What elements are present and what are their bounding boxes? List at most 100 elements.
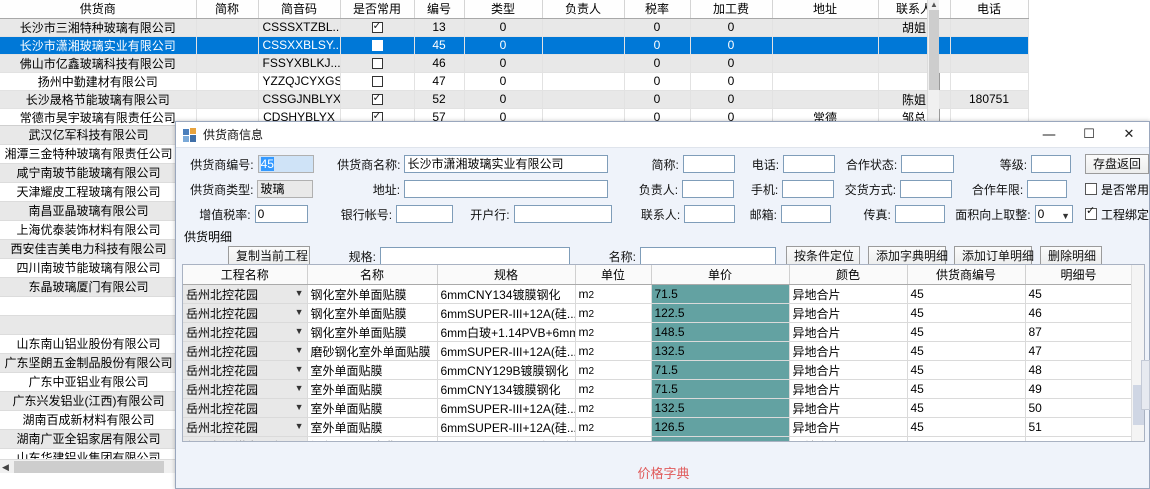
spec-cell[interactable]: 6mm白玻+1.14PVB+6mm... bbox=[437, 322, 576, 342]
supplier-no-cell[interactable]: 45 bbox=[907, 341, 1026, 361]
unit-cell[interactable]: m2 bbox=[575, 417, 652, 437]
chevron-down-icon[interactable]: ▼ bbox=[294, 345, 304, 355]
spec-cell[interactable]: 6mmSUPER-III+12A(硅... bbox=[437, 303, 576, 323]
color-cell[interactable]: 异地合片 bbox=[789, 417, 908, 437]
coop-status-input[interactable] bbox=[901, 155, 954, 173]
phone-input[interactable] bbox=[783, 155, 836, 173]
list-item[interactable]: 四川南玻节能玻璃有限公司 bbox=[0, 259, 177, 278]
sidebar-hscrollbar[interactable]: ◀ bbox=[0, 459, 177, 473]
contact-cell[interactable]: 胡姐 bbox=[878, 18, 951, 37]
fee-cell[interactable]: 0 bbox=[690, 18, 773, 37]
name-cell[interactable]: 钢化室外单面贴膜 bbox=[307, 284, 438, 304]
list-item[interactable]: 广东兴发铝业(江西)有限公司 bbox=[0, 392, 177, 411]
price-cell[interactable]: 122.5 bbox=[651, 303, 790, 323]
name-cell[interactable]: 钢化室外单面贴膜 bbox=[307, 303, 438, 323]
contact-cell[interactable] bbox=[878, 72, 951, 91]
common-cell[interactable] bbox=[340, 72, 415, 91]
dcol-project[interactable]: 工程名称 bbox=[183, 265, 308, 285]
color-cell[interactable]: 异地合片 bbox=[789, 379, 908, 399]
spec-cell[interactable]: 6mmSUPER-III+12A(硅... bbox=[437, 341, 576, 361]
name-cell[interactable]: 磨砂钢化室外单面贴膜 bbox=[307, 341, 438, 361]
addr-cell[interactable] bbox=[772, 36, 879, 55]
table-row[interactable]: 岳州北控花园 ▼ 室外单面贴膜 6mmCNY129B镀膜钢化 m2 71.5 异地合片 45 4… bbox=[183, 360, 1133, 380]
code-cell[interactable]: FSSYXBLKJ... bbox=[258, 54, 341, 73]
delete-detail-button[interactable]: 删除明细 bbox=[1040, 246, 1102, 266]
phone-cell[interactable]: 180751 bbox=[950, 90, 1029, 109]
common-cell[interactable] bbox=[340, 90, 415, 109]
color-cell[interactable]: 异地合片 bbox=[789, 360, 908, 380]
table-row[interactable]: 长沙晟格节能玻璃有限公司CSSGJNBLYXGS52000陈姐180751 bbox=[0, 90, 1029, 109]
color-cell[interactable]: 异地合片 bbox=[789, 436, 908, 441]
supplier-no-cell[interactable]: 45 bbox=[907, 417, 1026, 437]
addr-cell[interactable] bbox=[772, 90, 879, 109]
abbr-cell[interactable] bbox=[196, 72, 259, 91]
no-cell[interactable]: 47 bbox=[414, 72, 465, 91]
chevron-down-icon[interactable]: ▼ bbox=[294, 326, 304, 336]
supplier-cell[interactable]: 常德市昊宇玻璃有限责任公司 bbox=[0, 108, 197, 127]
detail-no-cell[interactable]: 47 bbox=[1025, 341, 1133, 361]
phone-cell[interactable] bbox=[950, 36, 1029, 55]
unit-cell[interactable]: m2 bbox=[575, 322, 652, 342]
dcol-detail-no[interactable]: 明细号 bbox=[1025, 265, 1133, 285]
supply-detail-grid[interactable]: 工程名称 名称 规格 单位 单价 颜色 供货商编号 明细号 岳州北控花园 ▼ 钢化室… bbox=[182, 264, 1145, 442]
list-item[interactable]: 广东坚朗五金制品股份有限公司 bbox=[0, 354, 177, 373]
project-cell[interactable]: 岳州北控花园 ▼ bbox=[183, 322, 308, 342]
no-cell[interactable]: 46 bbox=[414, 54, 465, 73]
project-cell[interactable]: 岳州北控花园 ▼ bbox=[183, 284, 308, 304]
supplier-sidebar-list[interactable]: 武汉亿军科技有限公司 湘潭三金特种玻璃有限责任公司 咸宁南玻节能玻璃有限公司 天津耀皮… bbox=[0, 125, 178, 489]
contact-cell[interactable]: 陈姐 bbox=[878, 90, 951, 109]
detail-no-cell[interactable]: 51 bbox=[1025, 417, 1133, 437]
address-input[interactable] bbox=[404, 180, 608, 198]
supplier-no-cell[interactable]: 45 bbox=[907, 284, 1026, 304]
code-cell[interactable]: YZZQJCYXGS bbox=[258, 72, 341, 91]
list-item[interactable]: 东晶玻璃厦门有限公司 bbox=[0, 278, 177, 297]
name-filter-input[interactable] bbox=[640, 247, 776, 265]
col-supplier[interactable]: 供货商 bbox=[0, 0, 197, 19]
coop-years-input[interactable] bbox=[1027, 180, 1067, 198]
checkbox-icon[interactable] bbox=[371, 58, 383, 70]
unit-cell[interactable]: m2 bbox=[575, 436, 652, 441]
chevron-down-icon[interactable]: ▼ bbox=[295, 440, 304, 441]
fee-cell[interactable]: 0 bbox=[690, 54, 773, 73]
tax-cell[interactable]: 0 bbox=[624, 36, 691, 55]
fee-cell[interactable]: 0 bbox=[690, 72, 773, 91]
list-item[interactable]: 广东中亚铝业有限公司 bbox=[0, 373, 177, 392]
project-cell[interactable]: 岳州北控花园 ▼ bbox=[183, 379, 308, 399]
supplier-no-cell[interactable]: 45 bbox=[907, 379, 1026, 399]
area-round-select[interactable]: 0 ▼ bbox=[1034, 205, 1073, 223]
name-cell[interactable]: 钢化双面不贴膜 bbox=[307, 436, 438, 441]
color-cell[interactable]: 异地合片 bbox=[789, 341, 908, 361]
col-common[interactable]: 是否常用 bbox=[340, 0, 415, 19]
phone-cell[interactable] bbox=[950, 54, 1029, 73]
minimize-button[interactable]: — bbox=[1042, 126, 1056, 143]
project-cell[interactable]: 岳州北控花园 ▼ bbox=[183, 341, 308, 361]
supplier-cell[interactable]: 扬州中勤建材有限公司 bbox=[0, 72, 197, 91]
unit-cell[interactable]: m2 bbox=[575, 398, 652, 418]
contact-input[interactable] bbox=[684, 205, 735, 223]
checkbox-icon[interactable] bbox=[371, 92, 383, 106]
supplier-name-input[interactable]: 长沙市潇湘玻璃实业有限公司 bbox=[404, 155, 609, 173]
color-cell[interactable]: 异地合片 bbox=[789, 322, 908, 342]
table-row[interactable]: 长沙市潇湘玻璃实业有限公司 CSSXXBLSY... 45 0 0 0 bbox=[0, 36, 1029, 55]
name-cell[interactable]: 室外单面贴膜 bbox=[307, 417, 438, 437]
price-cell[interactable]: 71.5 bbox=[651, 379, 790, 399]
dcol-unit[interactable]: 单位 bbox=[575, 265, 652, 285]
mobile-input[interactable] bbox=[782, 180, 835, 198]
unit-cell[interactable]: m2 bbox=[575, 303, 652, 323]
col-code[interactable]: 简音码 bbox=[258, 0, 341, 19]
price-cell[interactable]: 132.5 bbox=[651, 341, 790, 361]
project-cell[interactable]: 岳州北控花园 ▼ bbox=[183, 360, 308, 380]
phone-cell[interactable] bbox=[950, 72, 1029, 91]
contact-cell[interactable] bbox=[878, 36, 951, 55]
detail-no-cell[interactable]: 50 bbox=[1025, 398, 1133, 418]
checkbox-icon[interactable] bbox=[371, 20, 383, 34]
col-tax[interactable]: 税率 bbox=[624, 0, 691, 19]
supplier-no-cell[interactable]: 45 bbox=[907, 360, 1026, 380]
chevron-down-icon[interactable]: ▼ bbox=[294, 421, 304, 431]
col-phone[interactable]: 电话 bbox=[950, 0, 1029, 19]
price-cell[interactable]: 71.5 bbox=[651, 360, 790, 380]
type-cell[interactable]: 0 bbox=[464, 54, 543, 73]
col-fee[interactable]: 加工费 bbox=[690, 0, 773, 19]
fax-input[interactable] bbox=[894, 205, 946, 223]
